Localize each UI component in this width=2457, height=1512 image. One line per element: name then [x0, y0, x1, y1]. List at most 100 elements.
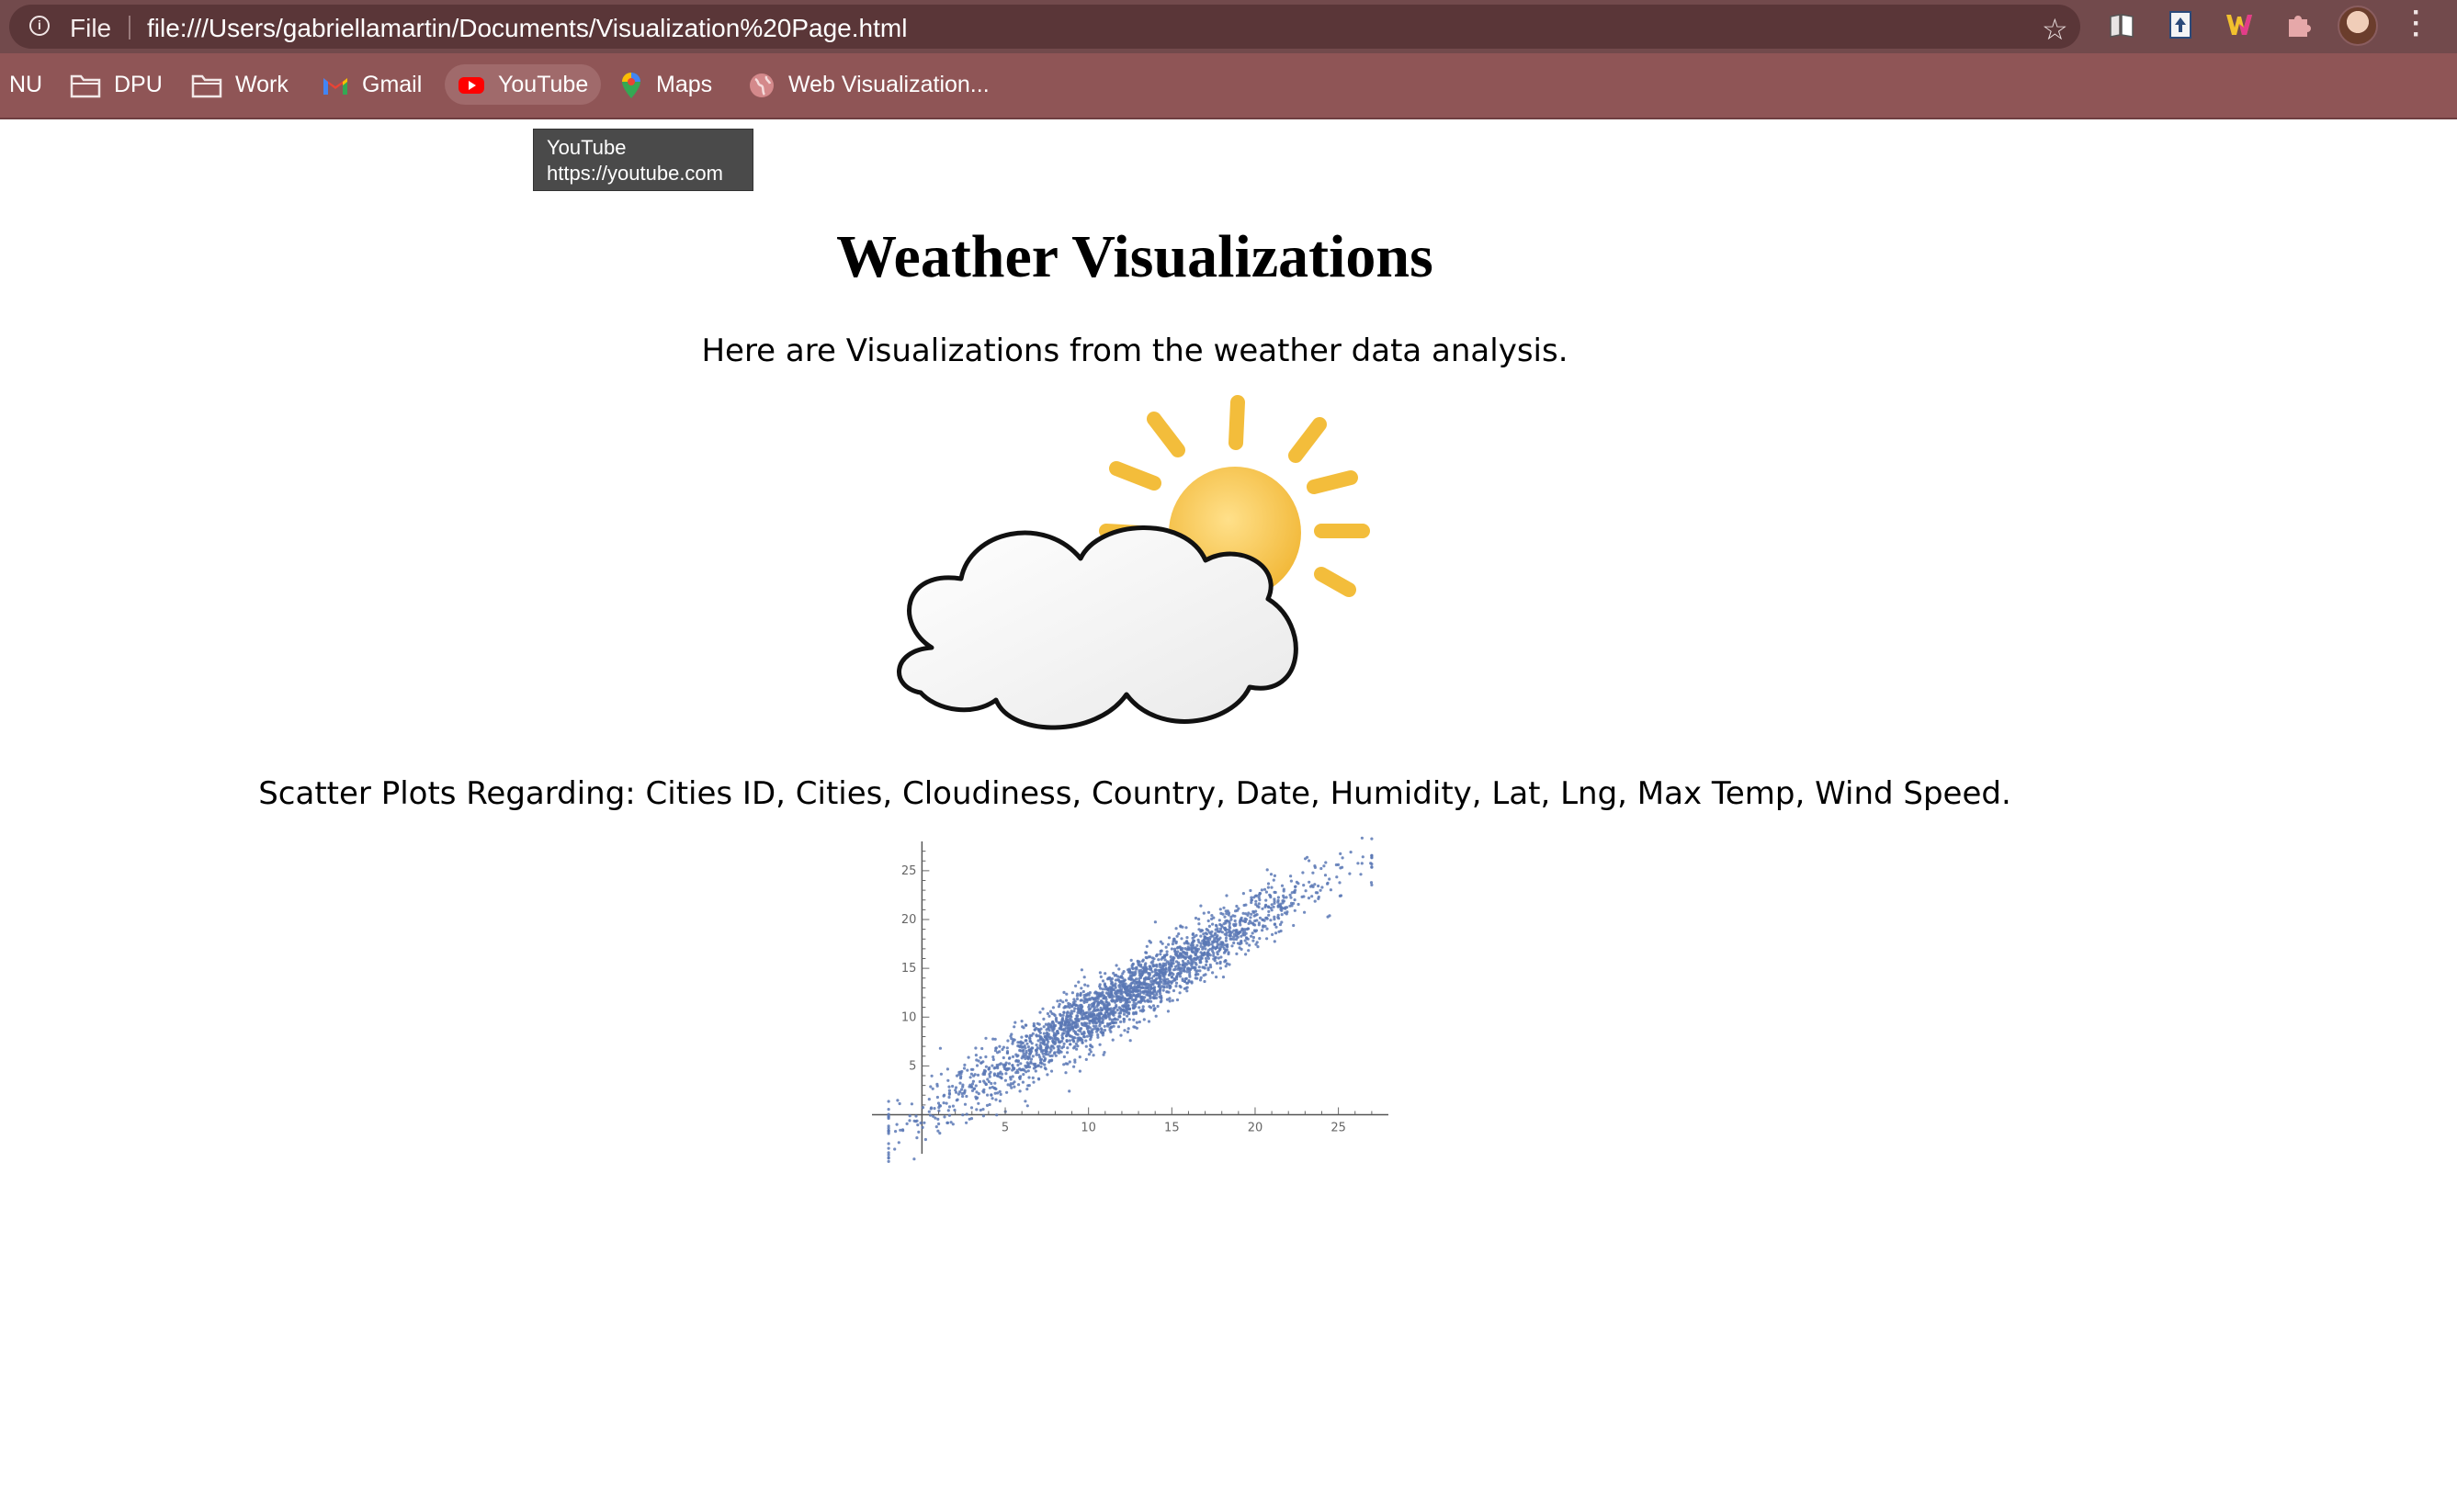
scatter-point — [1104, 985, 1108, 988]
reader-extension-icon[interactable] — [2106, 9, 2137, 40]
scatter-point — [1013, 1080, 1016, 1084]
scatter-point — [1302, 884, 1306, 887]
scatter-point — [984, 1082, 988, 1086]
scatter-point — [934, 1116, 937, 1120]
scatter-point — [1096, 1033, 1100, 1037]
scatter-point — [1278, 922, 1283, 927]
scatter-point — [1224, 939, 1228, 942]
scatter-point — [968, 1083, 972, 1087]
scatter-point — [887, 1142, 890, 1145]
scatter-point — [1111, 1038, 1115, 1042]
scatter-point — [1095, 1017, 1099, 1021]
scatter-point — [1173, 950, 1177, 953]
scatter-point — [999, 1070, 1002, 1074]
bookmark-dpu[interactable]: DPU — [70, 64, 163, 105]
scatter-point — [1122, 1020, 1126, 1023]
scatter-point — [1171, 999, 1174, 1002]
scatter-point — [1153, 964, 1158, 967]
scatter-point — [1341, 856, 1344, 860]
scatter-point — [887, 1156, 890, 1159]
scatter-point — [1251, 921, 1255, 925]
scatter-point — [1183, 969, 1186, 973]
scatter-point — [917, 1130, 921, 1134]
scatter-point — [1140, 986, 1145, 989]
scatter-point — [1126, 985, 1129, 989]
scatter-point — [958, 1090, 962, 1094]
scatter-point — [1180, 953, 1183, 956]
scatter-point — [1003, 1066, 1007, 1071]
scatter-point — [1232, 929, 1236, 932]
scatter-point — [1125, 998, 1128, 1001]
puzzle-extensions-icon[interactable] — [2282, 9, 2314, 40]
scatter-point — [1192, 965, 1195, 969]
scatter-point — [1106, 1003, 1110, 1007]
scatter-point — [976, 1073, 980, 1077]
scatter-point — [1081, 1010, 1085, 1013]
scatter-point — [1150, 970, 1154, 974]
scatter-point — [1115, 964, 1118, 967]
scatter-point — [1184, 926, 1188, 930]
upload-extension-icon[interactable] — [2165, 9, 2196, 40]
scatter-point — [980, 1046, 984, 1051]
scatter-point — [1088, 997, 1092, 1000]
scatter-point — [887, 1115, 890, 1119]
scatter-point — [887, 1100, 890, 1103]
scatter-point — [1138, 973, 1141, 977]
info-icon[interactable]: i — [29, 16, 50, 36]
url-text[interactable]: file:///Users/gabriellamartin/Documents/… — [147, 14, 908, 42]
scatter-point — [1027, 1062, 1031, 1066]
scatter-point — [1361, 855, 1364, 859]
scatter-point — [970, 1089, 975, 1092]
scatter-point — [1183, 977, 1187, 981]
scatter-point — [987, 1067, 991, 1071]
scatter-point — [1258, 898, 1262, 902]
scatter-point — [1001, 1047, 1004, 1052]
scatter-point — [1264, 890, 1268, 894]
address-bar[interactable]: i File file:///Users/gabriellamartin/Doc… — [9, 5, 2080, 49]
scatter-point — [1204, 947, 1207, 951]
scatter-point — [1013, 1025, 1016, 1029]
scatter-point — [1054, 1054, 1058, 1057]
scatter-point — [1084, 1044, 1088, 1048]
scatter-point — [1160, 994, 1163, 998]
scatter-point — [1035, 1034, 1038, 1038]
scatter-point — [1094, 1009, 1098, 1012]
scatter-point — [1103, 1004, 1106, 1008]
kebab-menu-icon[interactable]: · · · — [2412, 0, 2421, 50]
bookmark-work[interactable]: Work — [191, 64, 289, 105]
scatter-point — [1004, 1061, 1008, 1065]
star-icon[interactable]: ☆ — [2042, 13, 2068, 46]
w-extension-icon[interactable] — [2224, 9, 2255, 40]
scatter-point — [1144, 982, 1148, 986]
scatter-point — [1276, 900, 1280, 904]
scatter-point — [1326, 882, 1330, 886]
y-tick-label: 20 — [901, 913, 917, 927]
bookmark-web-visualization[interactable]: Web Visualization... — [748, 64, 990, 105]
cloud — [897, 525, 1298, 730]
scatter-point — [1197, 965, 1201, 969]
scatter-point — [1144, 962, 1148, 965]
bookmark-maps[interactable]: Maps — [619, 64, 712, 105]
scatter-point — [1126, 1014, 1129, 1018]
scatter-point — [1145, 944, 1149, 948]
scatter-point — [1132, 993, 1136, 997]
scatter-point — [1043, 1034, 1047, 1039]
scatter-point — [1267, 909, 1271, 913]
bookmark-nu[interactable]: NU — [9, 64, 42, 105]
profile-avatar[interactable] — [2338, 6, 2378, 46]
scatter-point — [1166, 1010, 1170, 1013]
bookmark-youtube[interactable]: YouTube — [445, 64, 602, 105]
scatter-point — [1139, 999, 1143, 1003]
scatter-point — [1013, 1085, 1016, 1089]
bookmark-gmail[interactable]: Gmail — [322, 64, 422, 105]
scatter-point — [936, 1129, 940, 1133]
scatter-point — [1014, 1071, 1018, 1075]
scatter-point — [1274, 890, 1277, 895]
scatter-point — [1208, 963, 1212, 967]
scatter-point — [1082, 1031, 1086, 1034]
scatter-point — [1310, 884, 1314, 887]
scatter-point — [1071, 1021, 1075, 1024]
scatter-point — [1210, 914, 1214, 918]
scatter-point — [1112, 1024, 1115, 1028]
scatter-point — [1260, 888, 1263, 892]
